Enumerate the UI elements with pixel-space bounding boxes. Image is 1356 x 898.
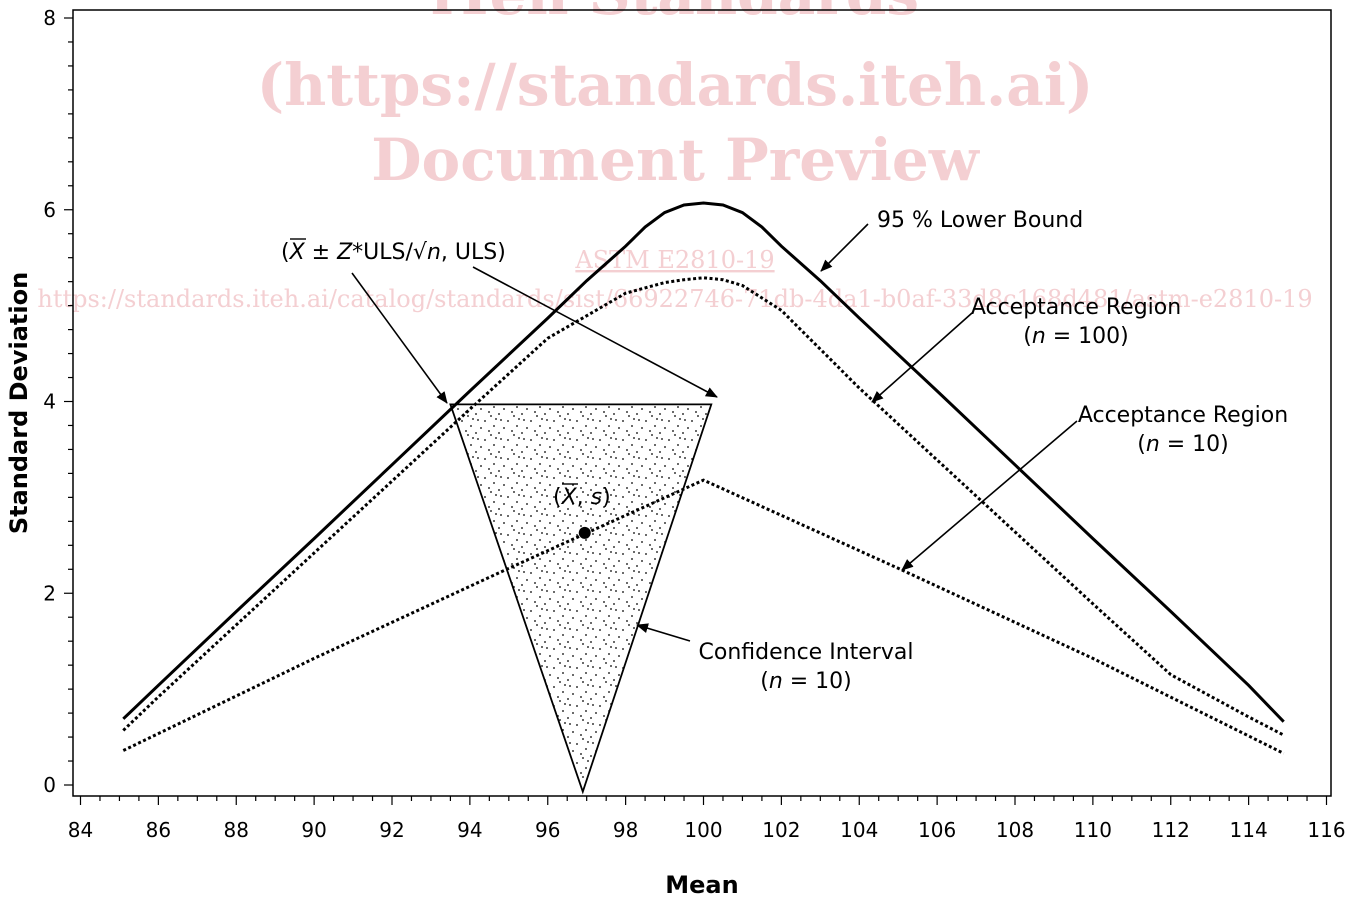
label-acceptance-n100-line1: Acceptance Region <box>971 295 1181 320</box>
arrow-acceptance-n10 <box>901 420 1078 571</box>
plot-frame <box>72 9 1332 797</box>
arrow-confidence-interval <box>636 623 691 642</box>
arrow-formula-right <box>472 266 718 398</box>
x-tick-label: 88 <box>224 818 249 842</box>
label-point: (X, s) <box>553 483 611 510</box>
watermark-line2: (https://standards.iteh.ai) <box>257 51 1094 119</box>
watermark-line3: Document Preview <box>371 126 981 194</box>
label-acceptance-n10-line2: (n = 10) <box>1137 432 1229 457</box>
label-confidence-interval-line2: (n = 10) <box>760 669 852 694</box>
x-tick-label: 116 <box>1307 818 1345 842</box>
x-tick-label: 90 <box>301 818 326 842</box>
arrow-lower-bound <box>820 223 869 272</box>
y-tick-label: 6 <box>43 198 56 222</box>
series-line-acceptance-n10 <box>122 478 1285 755</box>
watermark: iTeh Standards (https://standards.iteh.a… <box>37 0 1312 313</box>
arrow-formula-left <box>351 272 448 404</box>
x-tick-label: 102 <box>762 818 800 842</box>
y-axis-label: Standard Deviation <box>5 272 33 534</box>
x-tick-label: 84 <box>68 818 93 842</box>
x-tick-label: 94 <box>457 818 482 842</box>
x-tick-label: 92 <box>379 818 404 842</box>
y-tick-label: 8 <box>43 6 56 30</box>
label-formula: (X ± Z*ULS/√n, ULS) <box>281 238 506 265</box>
x-tick-label: 110 <box>1074 818 1112 842</box>
watermark-url: https://standards.iteh.ai/catalog/standa… <box>37 285 1312 313</box>
mean-sd-point <box>578 526 591 539</box>
series-line-lower-bound <box>122 201 1285 723</box>
axis-tick-labels: 84 86 88 90 92 94 96 98 100 102 104 106 108 110 112 114… <box>43 6 1345 842</box>
y-tick-label: 2 <box>43 581 56 605</box>
label-point-text: (X, s) <box>553 485 611 510</box>
x-tick-label: 114 <box>1230 818 1268 842</box>
x-tick-label: 104 <box>840 818 878 842</box>
y-tick-label: 4 <box>43 390 56 414</box>
watermark-line1: iTeh Standards <box>431 0 919 28</box>
label-acceptance-n10-line1: Acceptance Region <box>1078 403 1288 428</box>
x-tick-label: 106 <box>918 818 956 842</box>
x-axis-label: Mean <box>665 871 738 898</box>
label-formula-text: (X ± Z*ULS/√n, ULS) <box>281 240 506 265</box>
annotation-arrows <box>351 223 1078 642</box>
axis-ticks <box>64 17 1328 805</box>
x-tick-label: 96 <box>535 818 560 842</box>
x-tick-label: 112 <box>1152 818 1190 842</box>
label-lower-bound: 95 % Lower Bound <box>877 208 1083 233</box>
label-confidence-interval-line1: Confidence Interval <box>699 640 914 665</box>
y-tick-label: 0 <box>43 773 56 797</box>
label-acceptance-n100-line2: (n = 100) <box>1023 324 1129 349</box>
x-tick-label: 86 <box>146 818 171 842</box>
arrow-acceptance-n100 <box>871 312 973 403</box>
x-tick-label: 98 <box>613 818 638 842</box>
x-tick-label: 100 <box>684 818 722 842</box>
series-group <box>122 201 1285 755</box>
x-tick-label: 108 <box>996 818 1034 842</box>
watermark-code: ASTM E2810-19 <box>574 246 774 274</box>
confidence-interval-triangle <box>449 403 713 795</box>
